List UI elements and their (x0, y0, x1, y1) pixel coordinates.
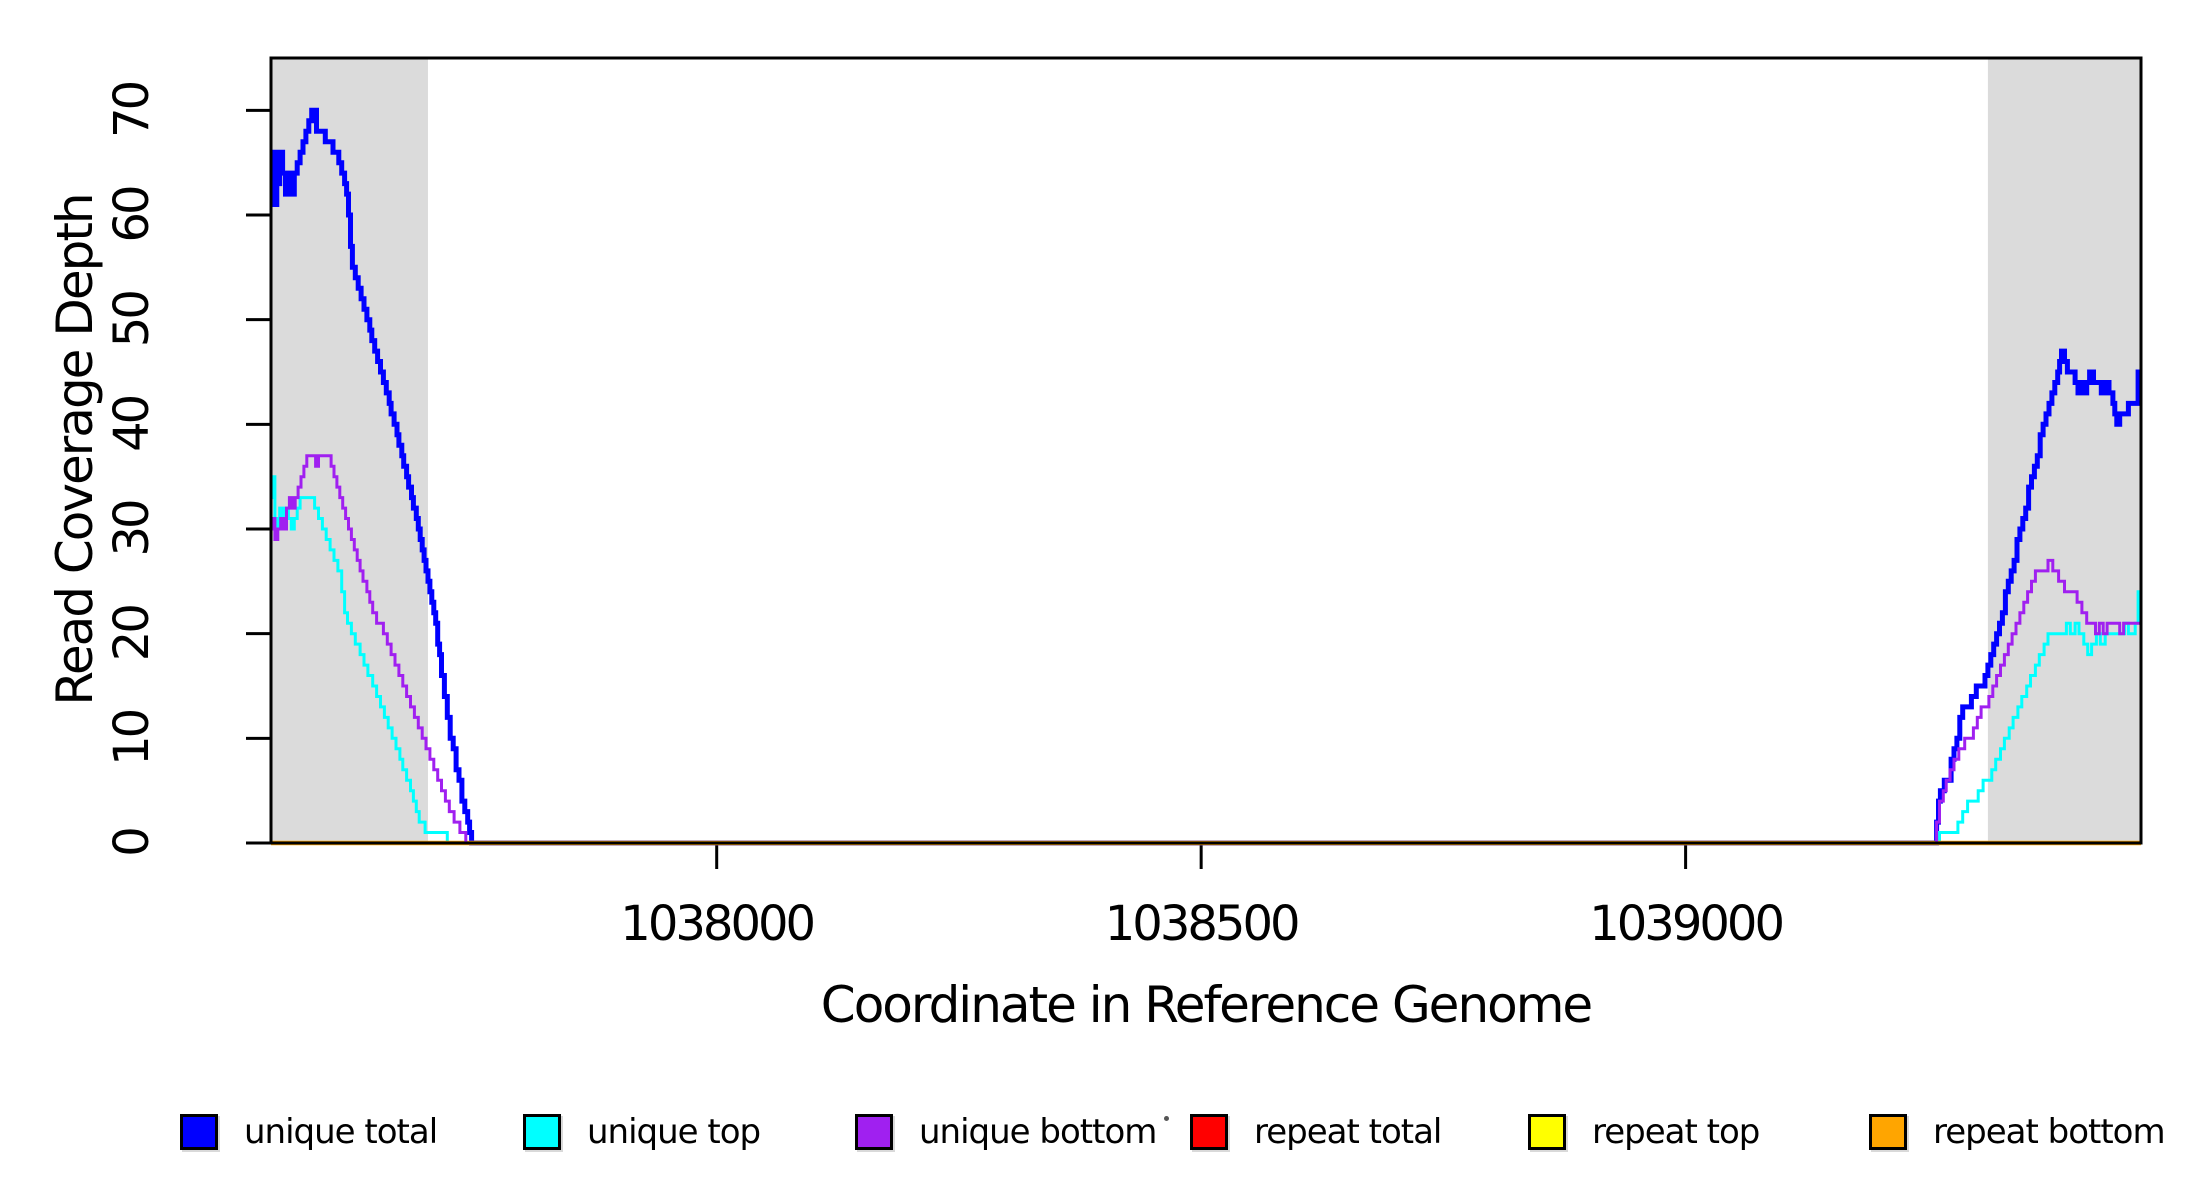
stray-dot (1164, 1116, 1169, 1121)
legend-item-repeat-total: repeat total (1190, 1112, 1442, 1152)
legend-label: repeat bottom (1933, 1112, 2166, 1152)
legend-label: repeat total (1254, 1112, 1442, 1152)
highlight-band (1987, 58, 2141, 843)
legend-swatch-repeat-top (1528, 1114, 1566, 1150)
legend: unique total unique top unique bottom repea… (0, 1112, 2200, 1156)
legend-label: repeat top (1592, 1112, 1760, 1152)
legend-item-unique-top: unique top (523, 1112, 761, 1152)
legend-item-repeat-top: repeat top (1528, 1112, 1760, 1152)
legend-swatch-unique-total (180, 1114, 218, 1150)
x-tick-label: 1038500 (1105, 896, 1298, 952)
y-tick-label: 60 (104, 187, 160, 243)
legend-item-unique-bottom: unique bottom (855, 1112, 1157, 1152)
y-tick-label: 20 (104, 606, 160, 662)
plot-border (269, 56, 2143, 845)
legend-label: unique bottom (919, 1112, 1157, 1152)
legend-swatch-repeat-total (1190, 1114, 1228, 1150)
y-axis-title: Read Coverage Depth (46, 194, 104, 705)
y-tick-label: 30 (104, 501, 160, 557)
series-line-unique-total (270, 107, 2141, 846)
series-line-unique-top (271, 475, 2141, 845)
x-axis-title: Coordinate in Reference Genome (821, 976, 1592, 1034)
legend-item-repeat-bottom: repeat bottom (1869, 1112, 2166, 1152)
x-tick-label: 1038000 (620, 896, 813, 952)
x-tick-label: 1039000 (1589, 896, 1782, 952)
legend-label: unique total (244, 1112, 438, 1152)
highlight-regions (271, 58, 2141, 843)
y-tick-label: 70 (104, 82, 160, 138)
series-line-unique-bottom (271, 454, 2141, 845)
y-tick-label: 50 (104, 292, 160, 348)
y-tick-label: 40 (104, 396, 160, 452)
series-lines (270, 107, 2141, 846)
legend-swatch-repeat-bottom (1869, 1114, 1907, 1150)
legend-label: unique top (587, 1112, 761, 1152)
y-tick-label: 0 (104, 829, 160, 857)
axes: 1038000 1038500 1039000 0 10 20 30 40 50 60 70 (104, 82, 1785, 952)
legend-swatch-unique-top (523, 1114, 561, 1150)
y-tick-label: 10 (104, 710, 160, 766)
legend-swatch-unique-bottom (855, 1114, 893, 1150)
legend-item-unique-total: unique total (180, 1112, 438, 1152)
